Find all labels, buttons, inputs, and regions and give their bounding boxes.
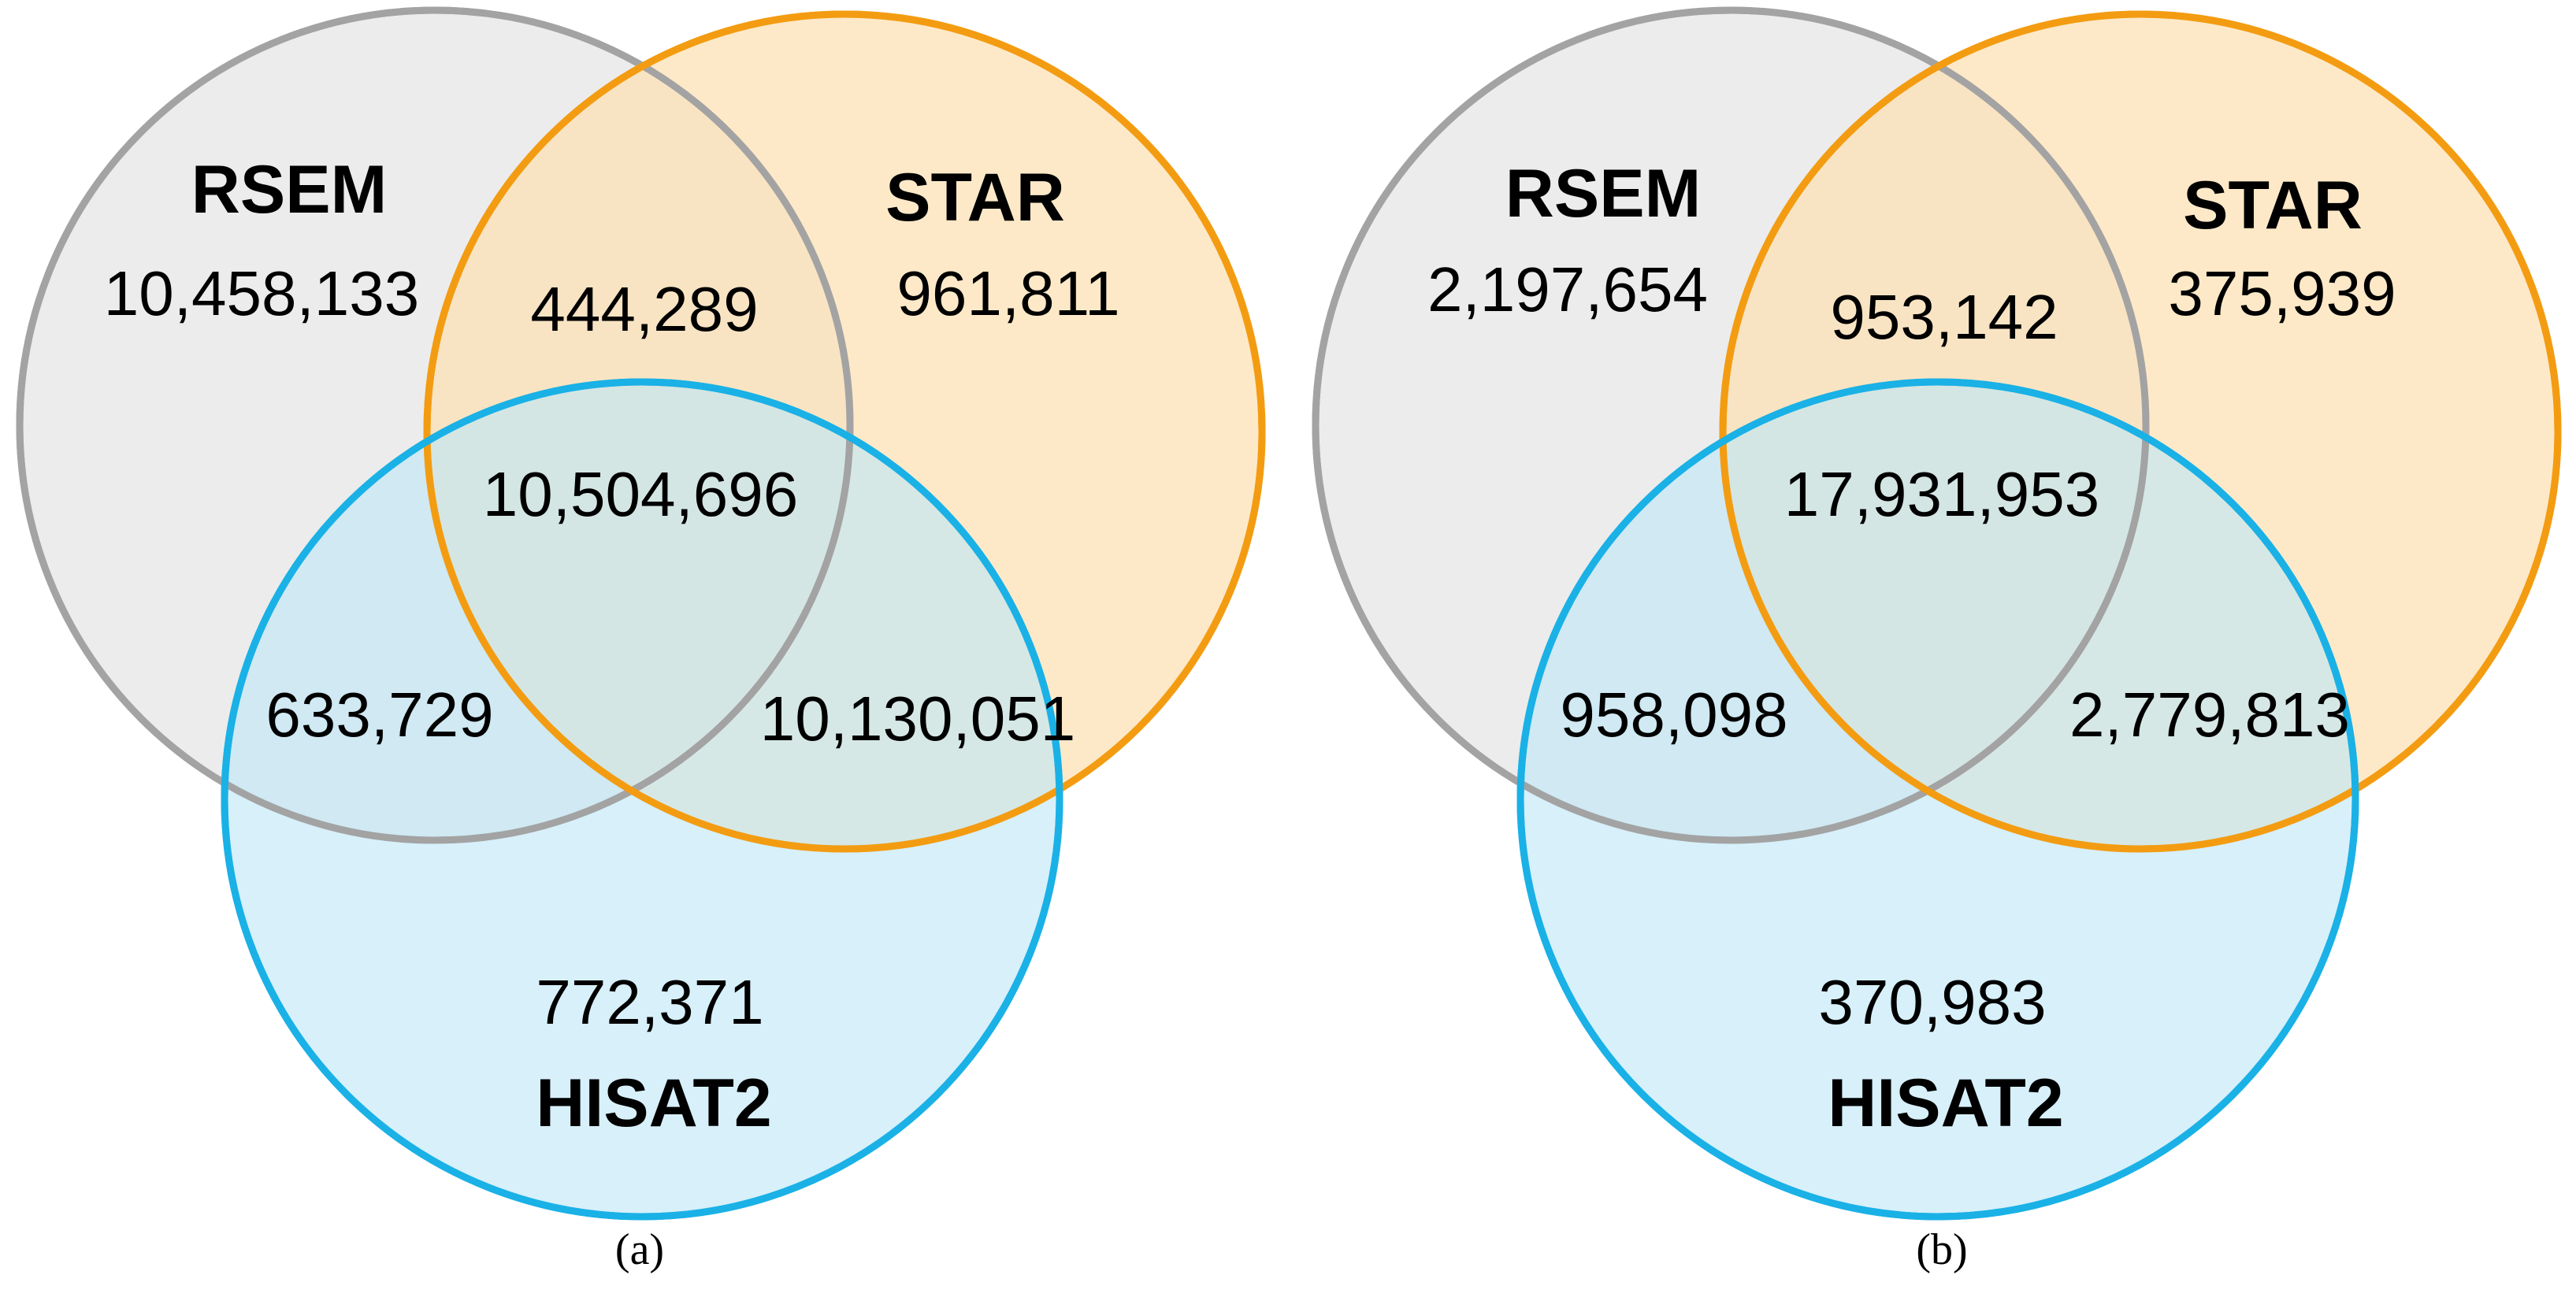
- panel-b-caption: (b): [1916, 1225, 1967, 1274]
- panel-a-star-label: STAR: [885, 160, 1065, 235]
- panel-a-rsem-only-count: 10,458,133: [104, 258, 419, 328]
- panel-b-hisat2-outline: [1516, 378, 2359, 1221]
- panel-a-rsem-star-count: 444,289: [530, 274, 758, 344]
- panel-b-star-hisat2-count: 2,779,813: [2069, 680, 2350, 750]
- panel-a-rsem-outline: [16, 6, 854, 844]
- panel-a-rsem-label: RSEM: [191, 152, 387, 228]
- panel-a-hisat2-only-count: 772,371: [536, 967, 763, 1037]
- panel-b-all-three-count: 17,931,953: [1784, 459, 2099, 529]
- panel-a-hisat2-label: HISAT2: [536, 1065, 771, 1141]
- panel-b-hisat2-label: HISAT2: [1828, 1065, 2063, 1141]
- panel-a-all-three-count: 10,504,696: [483, 459, 798, 529]
- panel-a-hisat2-outline: [221, 378, 1063, 1221]
- panel-a-caption: (a): [615, 1225, 664, 1274]
- panel-b-star-only-count: 375,939: [2168, 258, 2396, 328]
- panel-a-star-outline: [423, 10, 1266, 853]
- panel-b-star-label: STAR: [2183, 168, 2363, 243]
- panel-b-rsem-label: RSEM: [1505, 156, 1701, 232]
- panel-a-star-hisat2-count: 10,130,051: [760, 684, 1075, 754]
- panel-b-rsem-only-count: 2,197,654: [1427, 254, 1708, 324]
- venn-panel-b: RSEM STAR HISAT2 2,197,654 375,939 370,9…: [1312, 6, 2562, 1274]
- venn-panel-a: RSEM STAR HISAT2 10,458,133 961,811 772,…: [16, 6, 1266, 1274]
- panel-a-star-only-count: 961,811: [896, 258, 1119, 328]
- panel-a-rsem-hisat2-count: 633,729: [265, 680, 493, 750]
- panel-b-hisat2-only-count: 370,983: [1818, 967, 2046, 1037]
- panel-b-rsem-outline: [1312, 6, 2150, 844]
- panel-b-rsem-star-count: 953,142: [1830, 282, 2058, 352]
- panel-b-rsem-hisat2-count: 958,098: [1560, 680, 1787, 750]
- panel-b-star-outline: [1719, 10, 2562, 853]
